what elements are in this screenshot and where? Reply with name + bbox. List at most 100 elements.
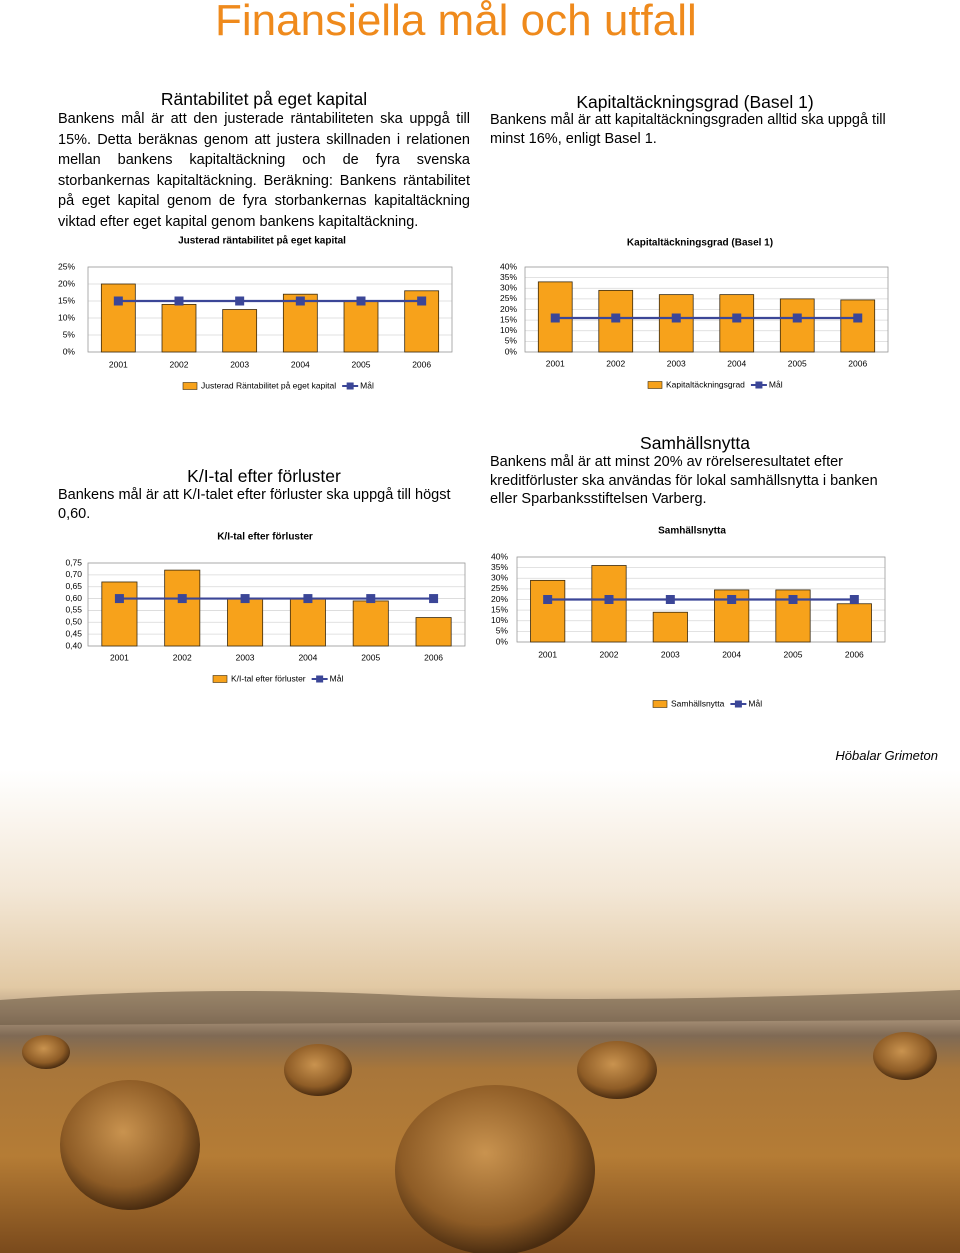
bar [161, 303, 197, 353]
section-text: Bankens mål är att K/I-talet efter förlu… [58, 487, 451, 522]
x-tick-label: 2003 [661, 649, 680, 659]
photo-caption: Höbalar Grimeton [835, 748, 938, 763]
section-heading: Kapitaltäckningsgrad (Basel 1) [576, 92, 814, 112]
y-tick-label: 5% [496, 626, 509, 636]
bar [289, 598, 326, 647]
legend-label: Mål [330, 673, 344, 683]
x-tick-label: 2006 [848, 358, 867, 368]
x-tick-label: 2004 [727, 358, 746, 368]
y-tick-label: 0,45 [65, 628, 82, 638]
target-marker [792, 313, 802, 323]
y-tick-label: 0,75 [65, 557, 82, 567]
x-tick-label: 2001 [546, 358, 565, 368]
y-tick-label: 30% [500, 283, 517, 293]
x-tick-label: 2004 [722, 649, 741, 659]
y-tick-label: 35% [491, 562, 508, 572]
x-tick-label: 2004 [298, 652, 317, 662]
target-marker [849, 595, 859, 604]
legend-label: K/I-tal efter förluster [231, 673, 306, 683]
chart: K/I-tal efter förluster 0,40 0,450,50 0,55 0… [65, 532, 466, 683]
target-marker [235, 296, 245, 306]
target-marker [240, 594, 250, 604]
bar [222, 309, 258, 353]
bar [719, 294, 755, 353]
legend-label: Samhällsnytta [671, 698, 725, 708]
target-marker [732, 313, 742, 323]
y-tick-label: 0,65 [65, 581, 82, 591]
y-tick-label: 40% [491, 551, 508, 561]
target-marker [177, 594, 187, 604]
y-tick-label: 35% [500, 272, 517, 282]
target-marker [671, 313, 681, 323]
y-tick-label: 10% [500, 325, 517, 335]
y-tick-label: 15% [500, 314, 517, 324]
chart-title: K/I-tal efter förluster [217, 532, 313, 543]
x-tick-label: 2002 [606, 358, 625, 368]
target-marker [113, 296, 123, 306]
plot-frame [87, 266, 453, 353]
y-tick-label: 25% [58, 261, 75, 271]
page-title: Finansiella mål och utfall [215, 0, 697, 45]
x-tick-label: 2001 [538, 649, 557, 659]
target-marker [366, 594, 376, 604]
x-tick-label: 2001 [110, 652, 129, 662]
x-tick-label: 2003 [236, 652, 255, 662]
y-tick-label: 0,60 [65, 593, 82, 603]
y-tick-label: 5% [63, 329, 76, 339]
bar [779, 298, 815, 353]
chart: Kapitaltäckningsgrad (Basel 1) 0%5%10%15%… [500, 238, 889, 389]
chart-title: Samhällsnytta [658, 526, 726, 537]
y-tick-label: 20% [58, 278, 75, 288]
plot-frame [524, 266, 889, 353]
bar [227, 598, 264, 647]
bar [840, 299, 876, 353]
legend-marker [316, 675, 324, 683]
y-tick-label: 20% [491, 594, 508, 604]
target-marker [356, 296, 366, 306]
y-tick-label: 10% [58, 312, 75, 322]
y-tick-label: 10% [491, 615, 508, 625]
target-marker [303, 594, 313, 604]
x-tick-label: 2005 [788, 358, 807, 368]
target-marker [604, 595, 614, 604]
x-tick-label: 2005 [361, 652, 380, 662]
x-tick-label: 2006 [424, 652, 443, 662]
legend-marker [734, 700, 742, 708]
y-tick-label: 0,55 [65, 605, 82, 615]
y-tick-label: 15% [58, 295, 75, 305]
target-marker [295, 296, 305, 306]
bale [22, 1035, 70, 1069]
x-tick-label: 2003 [230, 359, 249, 369]
bar [101, 581, 138, 647]
bar [652, 611, 688, 643]
legend-swatch [212, 675, 228, 683]
target-marker [665, 595, 675, 604]
bale [284, 1044, 352, 1096]
y-tick-label: 0% [63, 346, 76, 356]
target-marker [611, 313, 621, 323]
section-heading: K/I-tal efter förluster [187, 466, 341, 486]
y-tick-label: 25% [500, 293, 517, 303]
legend-marker [755, 381, 763, 389]
y-tick-label: 0,70 [65, 569, 82, 579]
bale [395, 1085, 595, 1253]
legend-label: Justerad Räntabilitet på eget kapital [201, 380, 336, 390]
bar [352, 600, 389, 647]
bale [577, 1041, 657, 1099]
legend-swatch [182, 382, 198, 390]
target-marker [429, 594, 439, 604]
x-tick-label: 2002 [173, 652, 192, 662]
y-tick-label: 25% [491, 583, 508, 593]
x-tick-label: 2005 [784, 649, 803, 659]
bar [100, 283, 136, 353]
target-marker [853, 313, 863, 323]
x-tick-label: 2002 [170, 359, 189, 369]
x-tick-label: 2006 [845, 649, 864, 659]
bar [343, 300, 379, 353]
legend-label: Mål [360, 380, 374, 390]
y-tick-label: 30% [491, 573, 508, 583]
chart: Samhällsnytta 0%5%10%15%20%25%30%35%40% 20… [491, 526, 886, 708]
section-text: Bankens mål är att kapitaltäckningsgrade… [490, 112, 886, 147]
